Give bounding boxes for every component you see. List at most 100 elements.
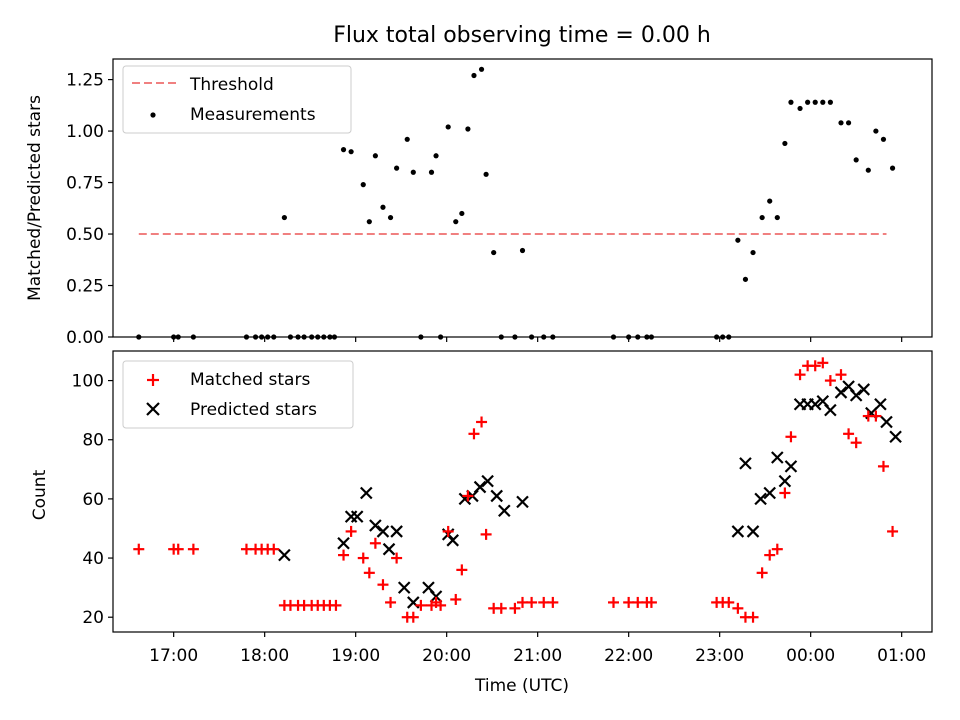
legend-matched-label: Matched stars (190, 370, 310, 390)
measurement-point (428, 169, 435, 175)
bottom-yticks: 20 40 60 80 100 (72, 372, 113, 628)
predicted-star-point (337, 536, 350, 550)
bottom-legend-box (122, 360, 354, 429)
measurement-point (483, 171, 489, 177)
x-tick-label: 00:00 (786, 646, 835, 666)
matched-star-point (526, 596, 538, 608)
legend-measurements-swatch (150, 112, 156, 118)
predicted-star-point (369, 519, 382, 532)
measurement-point (865, 167, 871, 173)
matched-star-point (608, 596, 619, 608)
bottom-y-tick-label: 80 (82, 431, 104, 451)
matched-star-point (456, 564, 468, 576)
predicted-star-point (278, 548, 291, 562)
measurement-point (478, 66, 485, 72)
matched-star-point (779, 487, 791, 499)
matched-star-point (377, 579, 389, 591)
predicted-star-point (344, 510, 358, 523)
top-yticks: 0.00 0.25 0.50 0.75 1.00 1.25 (66, 71, 113, 348)
matched-star-point (723, 596, 735, 608)
predicted-star-point (778, 474, 792, 488)
x-tick-label: 18:00 (240, 646, 289, 666)
predicted-star-point (834, 386, 848, 399)
matched-star-point (509, 602, 521, 614)
measurement-point (519, 247, 526, 254)
top-legend-box (122, 65, 352, 134)
matched-star-point (133, 543, 145, 555)
predicted-star-point (473, 480, 487, 494)
predicted-star-point (849, 389, 863, 402)
bottom-y-tick-label: 60 (82, 490, 104, 510)
legend-threshold-label: Threshold (189, 75, 274, 95)
matched-star-point (468, 428, 480, 440)
measurement-point (459, 210, 465, 217)
predicted-star-point (360, 486, 373, 500)
matched-star-point (785, 431, 797, 443)
predicted-star-point (808, 397, 822, 411)
predicted-star-point (376, 525, 390, 538)
matched-star-point (809, 360, 821, 372)
measurement-point (372, 153, 378, 159)
predicted-star-point (784, 460, 798, 473)
measurement-point (445, 124, 451, 130)
measurement-point (465, 126, 471, 132)
matched-star-point (450, 593, 462, 605)
predicted-star-point (350, 510, 364, 523)
matched-star-point (407, 611, 419, 623)
bottom-y-tick-label: 20 (82, 608, 104, 628)
measurement-point (880, 136, 887, 142)
measurement-point (788, 99, 794, 105)
measurement-point (812, 99, 818, 105)
matched-star-point (732, 602, 744, 614)
matched-star-point (495, 602, 507, 614)
matched-star-point (363, 567, 375, 579)
matched-star-point (824, 375, 836, 387)
predicted-star-point (880, 415, 893, 429)
x-axis-label: Time (UTC) (474, 676, 569, 696)
measurement-point (774, 214, 780, 221)
measurement-point (759, 214, 765, 221)
bottom-plot-frame (112, 350, 933, 633)
measurement-point (889, 165, 896, 171)
bottom-y-axis-label: Count (30, 469, 50, 520)
legend-predicted-swatch (146, 402, 160, 416)
legend-matched-swatch (147, 374, 159, 386)
matched-star-point (187, 543, 199, 555)
matched-star-point (835, 369, 847, 381)
top-plot-frame (112, 58, 933, 338)
measurement-point (820, 99, 826, 105)
measurement-point (340, 147, 347, 153)
bottom-plot: 20 40 60 80 100 17:00 18:00 19:00 20:00 21:00 22:… (30, 350, 933, 696)
predicted-star-point (857, 383, 871, 396)
matched-star-point (771, 543, 783, 555)
top-y-tick-label: 1.00 (66, 122, 104, 142)
matched-star-point (415, 599, 427, 611)
predicted-star-point (382, 542, 396, 556)
matched-star-point (756, 567, 768, 579)
predicted-star-point (481, 474, 494, 488)
measurement-point (366, 219, 372, 225)
measurement-point (767, 198, 773, 204)
predicted-star-point (771, 451, 784, 464)
matched-star-point (345, 525, 357, 537)
matched-star-point (480, 528, 492, 540)
predicted-star-point (397, 581, 411, 594)
measurement-point (360, 182, 366, 188)
matched-star-point (391, 552, 403, 564)
measurement-point (348, 149, 354, 155)
measurement-point (394, 165, 400, 171)
x-tick-label: 19:00 (331, 646, 380, 666)
top-y-axis-label: Matched/Predicted stars (25, 95, 45, 301)
matched-star-point (817, 357, 829, 369)
x-tick-label: 17:00 (149, 646, 198, 666)
measurement-point (380, 204, 386, 210)
predicted-star-point (746, 525, 760, 538)
top-xtick-marks (173, 337, 903, 342)
matched-star-point (462, 490, 474, 502)
measurement-point (491, 249, 497, 256)
measurement-point (853, 157, 859, 163)
matched-star-point (843, 428, 855, 440)
predicted-star-point (490, 489, 503, 503)
measurement-point (750, 249, 756, 256)
legend-predicted-label: Predicted stars (190, 400, 317, 420)
